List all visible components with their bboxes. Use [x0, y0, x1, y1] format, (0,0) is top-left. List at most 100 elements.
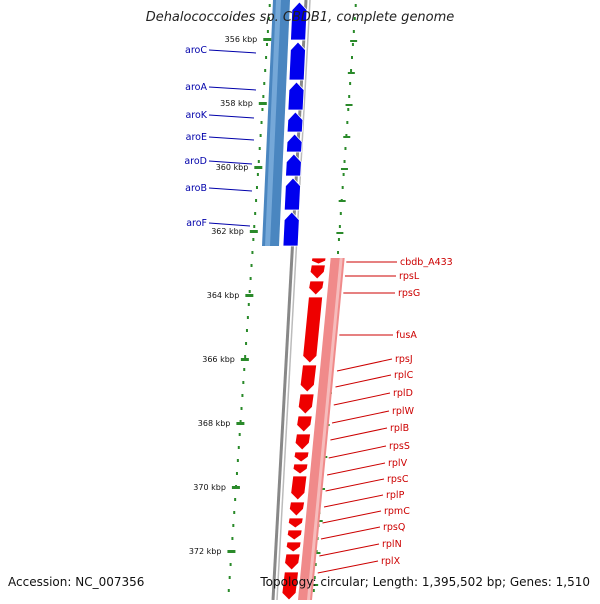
- ruler-dot: [252, 238, 255, 241]
- ruler-minor-tick: [311, 584, 319, 586]
- ruler-major-tick: [258, 102, 267, 105]
- ruler-dot: [351, 43, 354, 46]
- ruler-dot: [349, 82, 352, 85]
- reverse-gene-leader: [326, 462, 386, 476]
- reverse-gene-leader: [330, 427, 388, 441]
- ruler-minor-tick: [347, 72, 355, 74]
- reverse-gene-leader: [317, 560, 379, 574]
- ruler-dot: [345, 134, 348, 137]
- reverse-gene-leader: [319, 543, 380, 557]
- ruler-major-tick: [227, 550, 236, 553]
- reverse-gene-arrow: [311, 257, 327, 265]
- ruler-dot: [257, 160, 260, 163]
- reverse-gene-leader: [322, 510, 382, 524]
- ruler-dot: [337, 238, 340, 241]
- genome-summary: Topology: circular; Length: 1,395,502 bp…: [260, 575, 590, 589]
- ruler-dot: [245, 329, 248, 332]
- ruler-dot: [247, 303, 250, 306]
- reverse-gene-label: rplC: [394, 370, 414, 381]
- reverse-gene-leader: [336, 358, 393, 372]
- forward-gene-arrow: [283, 177, 301, 211]
- reverse-gene-arrow: [292, 463, 309, 475]
- ruler-dot: [343, 160, 346, 163]
- ruler-dot: [253, 225, 256, 228]
- reverse-gene-label: fusA: [396, 330, 417, 341]
- reverse-gene-leader: [331, 410, 390, 424]
- reverse-gene-arrow: [287, 517, 304, 529]
- reverse-gene-label: rpsQ: [383, 522, 405, 533]
- ruler-minor-tick: [350, 40, 358, 42]
- reverse-gene-label: rpsL: [399, 271, 420, 282]
- reverse-gene-arrow: [281, 571, 299, 601]
- ruler-dot: [254, 212, 257, 215]
- ruler-dot: [314, 563, 317, 566]
- reverse-gene-label: rpsS: [389, 441, 410, 452]
- reverse-gene-arrow: [309, 264, 326, 280]
- reverse-gene-label: rplV: [388, 458, 408, 469]
- reverse-gene-leader: [320, 526, 381, 540]
- forward-gene-label: aroK: [185, 110, 207, 121]
- forward-gene-leader: [208, 160, 253, 165]
- ruler-dot: [313, 576, 316, 579]
- forward-gene-leader: [208, 86, 257, 91]
- ruler-dot: [261, 108, 264, 111]
- ruler-dot: [268, 4, 271, 7]
- forward-gene-label: aroC: [185, 45, 207, 56]
- forward-gene-arrow: [286, 133, 303, 153]
- ruler-dot: [242, 381, 245, 384]
- backbone-line: [276, 0, 311, 601]
- ruler-dot: [246, 316, 249, 319]
- ruler-dot: [251, 251, 254, 254]
- forward-gene-arrow: [285, 153, 302, 177]
- ruler-label: 368 kbp: [198, 419, 231, 428]
- ruler-dot: [240, 407, 243, 410]
- reverse-gene-arrow: [285, 541, 302, 553]
- reverse-gene-arrow: [296, 415, 313, 433]
- forward-gene-label: aroA: [185, 82, 207, 93]
- ruler-dot: [346, 121, 349, 124]
- reverse-gene-arrow: [302, 296, 324, 364]
- ruler-dot: [255, 199, 258, 202]
- ruler-dot: [238, 433, 241, 436]
- ruler-label: 360 kbp: [216, 163, 249, 172]
- reverse-gene-label: rplN: [382, 539, 402, 550]
- forward-gene-arrow: [282, 211, 300, 247]
- ruler-major-tick: [240, 358, 249, 361]
- ruler-label: 362 kbp: [211, 227, 244, 236]
- reverse-gene-arrow: [297, 393, 315, 415]
- ruler-label: 356 kbp: [225, 35, 258, 44]
- reverse-gene-label: rpsJ: [395, 354, 413, 365]
- ruler-label: 364 kbp: [207, 291, 240, 300]
- forward-band-highlight: [265, 0, 281, 246]
- forward-gene-leader: [208, 187, 253, 192]
- ruler-major-tick: [245, 294, 254, 297]
- ruler-dot: [249, 277, 252, 280]
- ruler-dot: [258, 147, 261, 150]
- reverse-gene-arrow: [290, 475, 308, 501]
- reverse-gene-label: rplD: [393, 388, 413, 399]
- reverse-gene-leader: [335, 374, 392, 388]
- ruler-dot: [348, 95, 351, 98]
- ruler-dot: [255, 186, 258, 189]
- forward-gene-label: aroE: [186, 132, 207, 143]
- ruler-dot: [354, 4, 357, 7]
- ruler-dot: [233, 511, 236, 514]
- ruler-label: 366 kbp: [202, 355, 235, 364]
- ruler-dot: [350, 56, 353, 59]
- reverse-gene-arrow: [293, 451, 310, 463]
- reverse-gene-arrow: [299, 364, 318, 393]
- ruler-dot: [232, 524, 235, 527]
- ruler-minor-tick: [313, 552, 321, 554]
- ruler-dot: [312, 589, 315, 592]
- reverse-gene-arrow: [286, 529, 303, 541]
- ruler-label: 372 kbp: [189, 547, 222, 556]
- ruler-dot: [260, 121, 263, 124]
- ruler-dot: [256, 173, 259, 176]
- ruler-dot: [236, 459, 239, 462]
- reverse-band-highlight: [307, 258, 343, 600]
- forward-gene-label: aroD: [184, 156, 207, 167]
- ruler-dot: [235, 472, 238, 475]
- ruler-dot: [239, 420, 242, 423]
- ruler-minor-tick: [343, 136, 351, 138]
